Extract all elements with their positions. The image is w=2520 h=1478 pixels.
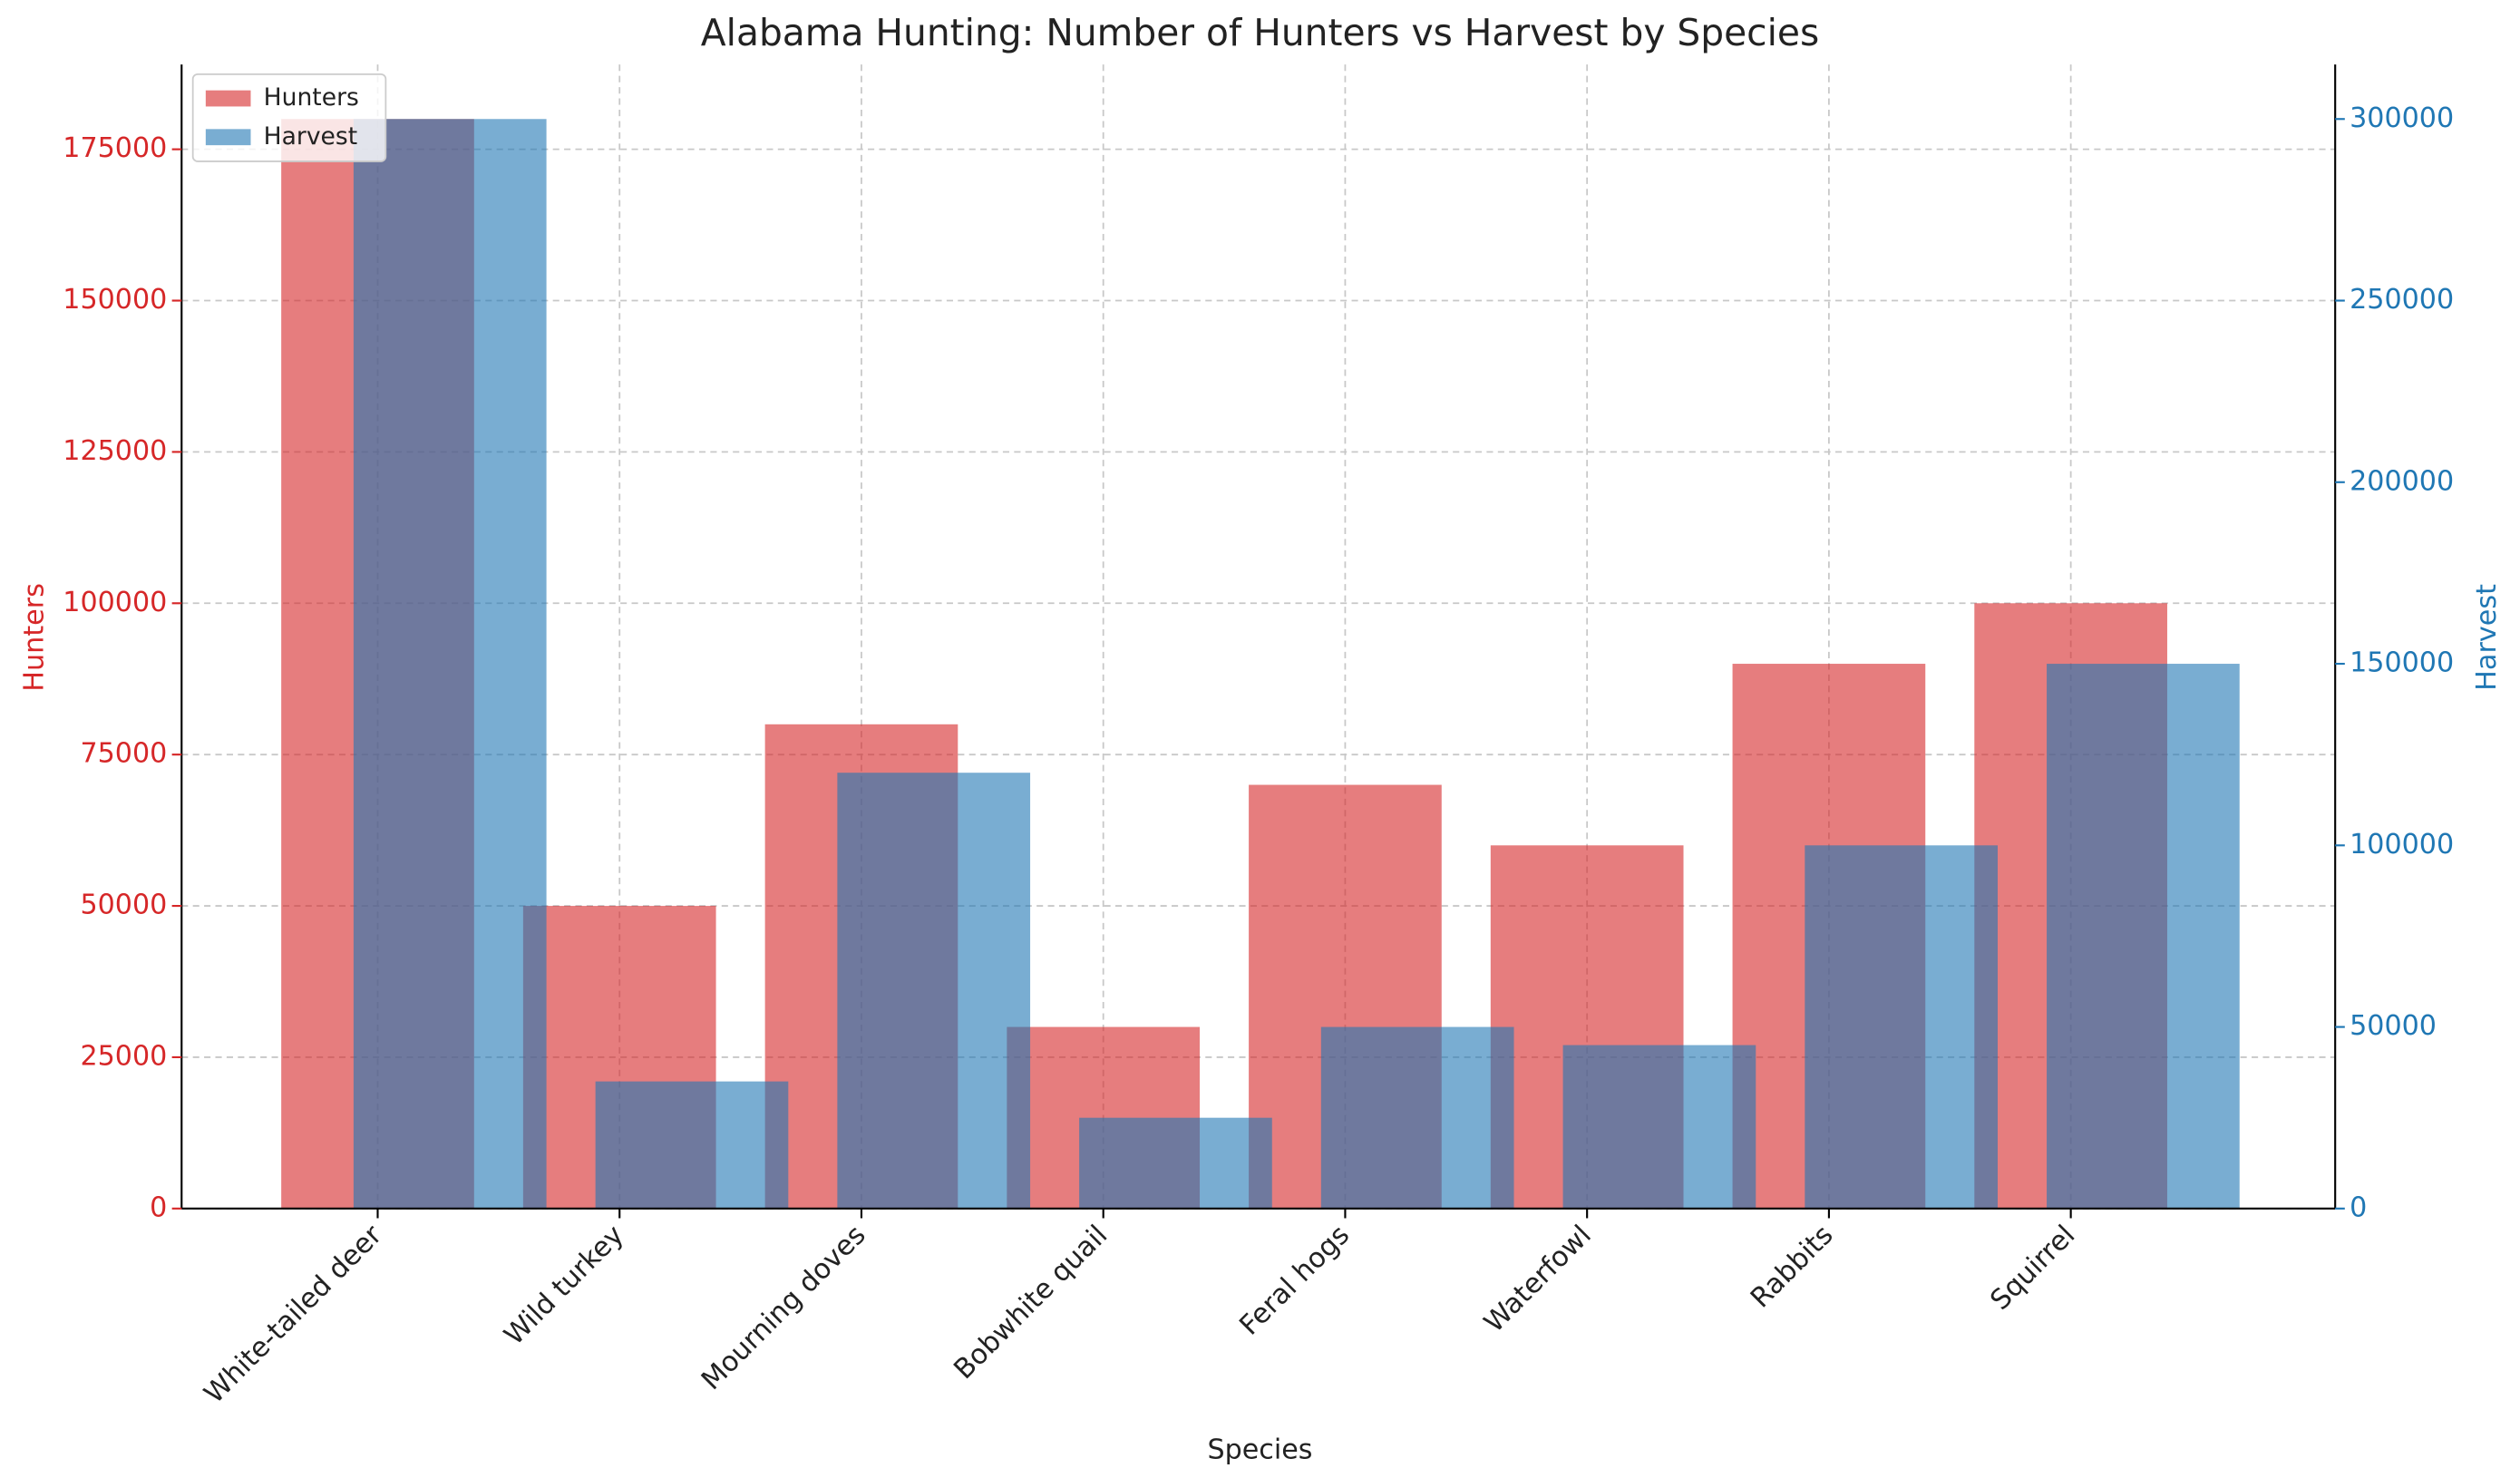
y-tick-label: 175000	[63, 132, 167, 164]
bar	[1805, 845, 1998, 1209]
x-tick-label: Squirrel	[1984, 1220, 2081, 1317]
y2-tick-label: 300000	[2350, 102, 2454, 134]
y2-tick-label: 250000	[2350, 284, 2454, 316]
y-tick-label: 150000	[63, 284, 167, 316]
x-tick-label: Rabbits	[1745, 1220, 1840, 1315]
y-tick-label: 0	[150, 1191, 167, 1223]
x-tick-label: Bobwhite quail	[948, 1220, 1114, 1386]
chart-title: Alabama Hunting: Number of Hunters vs Ha…	[701, 11, 1819, 54]
bar	[595, 1081, 789, 1209]
y-axis-label: Hunters	[19, 583, 51, 692]
x-tick-label: Wild turkey	[499, 1220, 630, 1352]
y-tick-label: 100000	[63, 587, 167, 618]
x-tick-label: Mourning doves	[696, 1220, 872, 1396]
y-tick-label: 25000	[80, 1040, 167, 1072]
y-tick-label: 125000	[63, 435, 167, 467]
x-tick-label: White-tailed deer	[199, 1219, 389, 1410]
legend-swatch	[205, 90, 251, 107]
bar	[837, 773, 1031, 1209]
bar	[2047, 664, 2240, 1209]
bar	[1320, 1026, 1514, 1209]
y2-tick-label: 100000	[2350, 829, 2454, 861]
bar	[353, 119, 547, 1209]
legend-label: Hunters	[264, 83, 359, 112]
y-tick-label: 50000	[80, 890, 167, 921]
y-tick-label: 75000	[80, 738, 167, 770]
x-axis-label: Species	[1208, 1434, 1313, 1465]
y2-tick-label: 0	[2350, 1191, 2367, 1223]
bar	[1562, 1045, 1756, 1209]
legend-label: Harvest	[264, 122, 358, 151]
y2-tick-label: 200000	[2350, 465, 2454, 497]
x-tick-label: Feral hogs	[1234, 1220, 1357, 1342]
y2-tick-label: 50000	[2350, 1010, 2437, 1042]
y2-axis-label: Harvest	[2471, 584, 2503, 691]
x-tick-label: Waterfowl	[1478, 1220, 1598, 1339]
legend-swatch	[205, 129, 251, 146]
y2-tick-label: 150000	[2350, 647, 2454, 679]
bar	[1079, 1117, 1272, 1209]
